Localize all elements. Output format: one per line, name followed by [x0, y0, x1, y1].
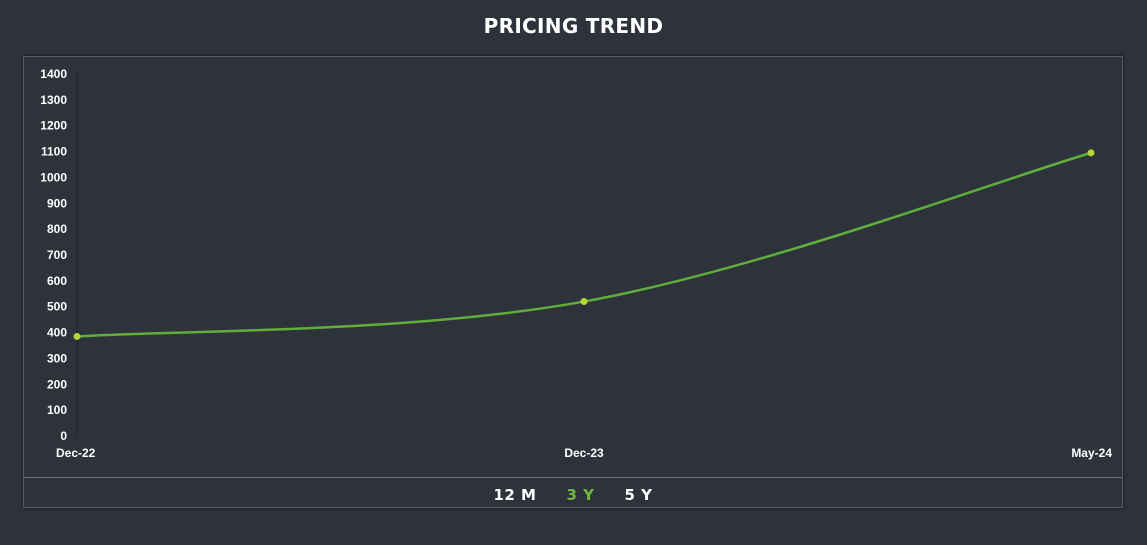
- chart-panel: 0 100 200 300 400 500 600 700 800 900 1000 1100 1200…: [23, 56, 1123, 508]
- pricing-trend-chart: 0 100 200 300 400 500 600 700 800 900 1000 1100 1200…: [40, 67, 1112, 460]
- y-tick-label: 1300: [40, 93, 67, 107]
- chart-title: PRICING TREND: [483, 14, 664, 38]
- range-option-3y[interactable]: 3 Y: [566, 486, 595, 504]
- data-point-dec-23[interactable]: [580, 298, 588, 306]
- x-tick-label: May-24: [1071, 446, 1112, 460]
- y-tick-label: 1400: [40, 67, 67, 81]
- y-tick-label: 0: [60, 429, 67, 443]
- y-tick-label: 1200: [40, 119, 67, 133]
- series-line: [76, 151, 1092, 338]
- y-tick-label: 1000: [40, 170, 67, 184]
- y-tick-label: 700: [47, 248, 67, 262]
- y-tick-label: 1100: [41, 145, 67, 159]
- y-tick-label: 900: [47, 196, 67, 210]
- y-tick-label: 400: [47, 326, 67, 340]
- data-point-may-24[interactable]: [1087, 149, 1095, 157]
- x-tick-label: Dec-23: [564, 446, 604, 460]
- y-tick-label: 300: [47, 351, 67, 365]
- y-tick-label: 200: [47, 377, 67, 391]
- data-point-dec-22[interactable]: [73, 332, 81, 340]
- range-selector: 12 M 3 Y 5 Y: [24, 483, 1122, 507]
- range-option-5y[interactable]: 5 Y: [624, 486, 653, 504]
- y-tick-label: 100: [47, 403, 67, 417]
- y-tick-label: 800: [47, 222, 67, 236]
- x-tick-label: Dec-22: [56, 446, 96, 460]
- y-tick-label: 600: [47, 274, 67, 288]
- panel-divider: [24, 477, 1122, 478]
- y-tick-label: 500: [47, 300, 67, 314]
- range-option-12m[interactable]: 12 M: [493, 486, 537, 504]
